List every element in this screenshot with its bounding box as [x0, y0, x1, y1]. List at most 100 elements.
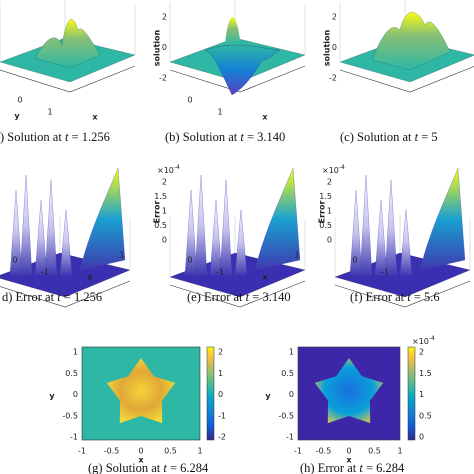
error-spike [209, 199, 223, 276]
x-axis-label: x [87, 273, 93, 282]
y-tick-label: -0.5 [278, 411, 294, 420]
x-tick-label: -1 [78, 447, 86, 456]
error-spike [399, 209, 413, 276]
x-tick-label: -0.5 [316, 447, 332, 456]
y-tick-label: 0 [289, 390, 294, 399]
colorbar [407, 346, 416, 441]
y-axis-label: y [49, 392, 55, 401]
tick-label: 1 [47, 108, 52, 117]
caption-value: = 3.140 [247, 130, 285, 144]
x-axis-label: x [346, 456, 352, 465]
caption-label: ) Solution at [0, 130, 62, 144]
tick-label: -1 [216, 268, 224, 277]
error-spike [9, 189, 23, 276]
caption-value: = 3.140 [252, 290, 290, 304]
exponent: ×10-4 [322, 164, 345, 175]
caption-var: t [415, 130, 419, 144]
colorbar-tick-label: 1 [218, 369, 223, 378]
tick-label: 1 [119, 251, 124, 260]
caption-value: = 5.6 [414, 290, 440, 304]
colorbar-tick-label: 2 [419, 348, 424, 357]
x-axis-label: x [92, 113, 98, 122]
y-tick-label: -0.5 [62, 411, 78, 420]
error-spike [59, 209, 73, 276]
caption-value: = 5 [421, 130, 437, 144]
tick-label: 1 [217, 108, 222, 117]
error-spike [44, 179, 58, 276]
tick-label: 0 [17, 96, 22, 105]
error-spike [34, 199, 48, 276]
x-axis-label: x [138, 456, 144, 465]
z-tick-label: 1.5 [319, 192, 332, 201]
heatmap-star [314, 358, 384, 424]
caption-value: = 6.284 [366, 461, 405, 474]
y-tick-label: -1 [70, 433, 78, 442]
z-tick-label: 0.5 [319, 221, 332, 230]
caption: (f) Error at t = 5.6 [350, 290, 440, 304]
z-tick-label: 0 [162, 43, 167, 52]
x-axis-label: x [262, 113, 268, 122]
colorbar-tick-label: 1.5 [419, 369, 432, 378]
z-tick-label: 2 [162, 178, 167, 187]
z-tick-label: 1.5 [154, 192, 167, 201]
caption-label: (g) Solution at [88, 461, 161, 474]
caption-value: = 1.256 [72, 130, 110, 144]
axis [169, 280, 306, 308]
y-tick-label: 0.5 [65, 369, 78, 378]
error-spike [359, 174, 373, 276]
caption-label: (b) Solution at [165, 130, 238, 144]
error-spike [374, 199, 388, 276]
error-spike [184, 189, 198, 276]
z-tick-label: 0 [327, 236, 332, 245]
colorbar-tick-label: -2 [218, 433, 226, 442]
z-tick-label: 0 [332, 43, 337, 52]
y-tick-label: 0 [73, 390, 78, 399]
caption: (h) Error at t = 6.284 [300, 461, 405, 474]
tick-label: 1 [294, 251, 299, 260]
error-spike [349, 189, 363, 276]
caption-label: d) Error at [2, 290, 55, 304]
heatmap-star [106, 358, 176, 424]
colorbar-tick-label: 1 [419, 390, 424, 399]
caption-label: (c) Solution at [340, 130, 412, 144]
z-tick-label: 2 [327, 178, 332, 187]
caption: (c) Solution at t = 5 [340, 130, 438, 144]
exponent-power: -4 [429, 335, 435, 342]
colorbar-tick-label: 0 [419, 433, 424, 442]
z-tick-label: 2 [162, 13, 167, 22]
exponent: ×10-4 [157, 164, 180, 175]
error-ridge [79, 167, 126, 271]
caption-var: t [240, 130, 244, 144]
exponent-power: -4 [174, 164, 180, 171]
caption-var: t [163, 461, 167, 474]
error-spike [384, 179, 398, 276]
exponent-base: ×10 [412, 337, 429, 346]
z-tick-label: -2 [329, 74, 337, 83]
error-spike [219, 179, 233, 276]
z-axis-label: Error [318, 201, 327, 224]
caption-label: (e) Error at [187, 290, 243, 304]
y-tick-label: 0.5 [281, 369, 294, 378]
x-tick-label: 0.5 [368, 447, 381, 456]
caption: d) Error at t = 1.256 [2, 290, 102, 304]
caption-var: t [246, 290, 250, 304]
exponent: ×10-4 [412, 335, 435, 346]
caption: (b) Solution at t = 3.140 [165, 130, 285, 144]
colorbar-tick-label: 2 [218, 348, 223, 357]
colorbar-tick-label: 0 [218, 390, 223, 399]
x-tick-label: -0.5 [104, 447, 120, 456]
exponent-base: ×10 [157, 166, 174, 175]
z-tick-label: 2 [332, 13, 337, 22]
colorbar-tick-label: 0.5 [419, 411, 432, 420]
colorbar-tick-label: -1 [218, 411, 226, 420]
caption-value: = 6.284 [170, 461, 209, 474]
error-spike [194, 174, 208, 276]
z-axis-label: Error [153, 201, 162, 224]
tick-label: 0 [187, 96, 192, 105]
caption: (e) Error at t = 3.140 [187, 290, 291, 304]
z-tick-label: 0 [162, 236, 167, 245]
tick-label: 0 [12, 256, 17, 265]
axis [0, 280, 131, 308]
y-axis-label: y [14, 112, 20, 121]
y-axis-label: y [265, 392, 271, 401]
